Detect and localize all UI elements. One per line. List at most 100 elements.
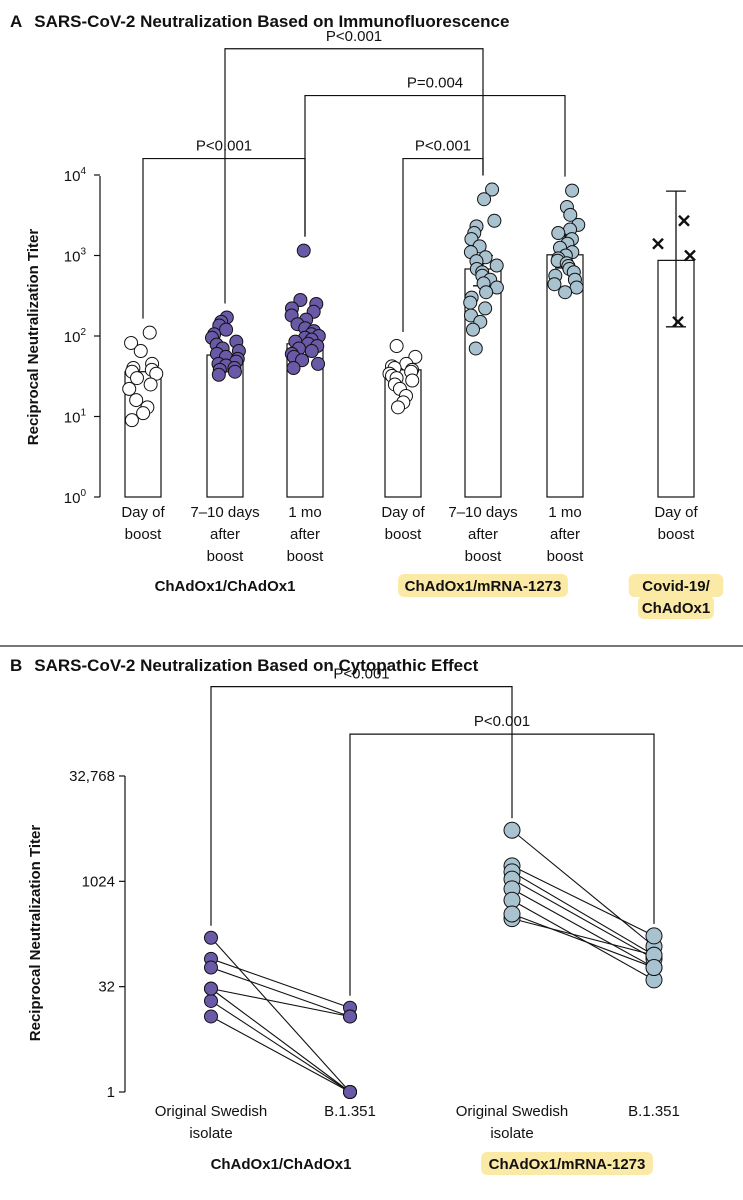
y-tick-label: 32 (98, 979, 115, 996)
significance-bracket (142, 157, 306, 319)
data-point (465, 322, 480, 337)
data-point (478, 301, 493, 316)
group-label-highlight (481, 1152, 653, 1175)
paired-line (511, 829, 655, 947)
paired-line (210, 988, 351, 1093)
x-tick-label: 1 mo (548, 504, 581, 521)
panel-b: B SARS-CoV-2 Neutralization Based on Cyto… (0, 648, 743, 1200)
panel-divider (0, 645, 743, 647)
significance-bracket (304, 94, 566, 237)
data-point (565, 183, 580, 198)
x-tick-label: boost (385, 526, 423, 543)
x-tick-label: boost (658, 526, 696, 543)
data-point (463, 295, 478, 310)
data-point (304, 344, 319, 359)
x-tick-label: 1 mo (288, 504, 321, 521)
x-tick-label: Day of (654, 504, 698, 521)
y-tick-label: 103 (64, 247, 87, 266)
group-label: ChAdOx1 (642, 600, 710, 617)
paired-line (210, 988, 351, 1018)
group-label-highlight (638, 596, 714, 619)
data-point-cross (652, 237, 664, 250)
significance-bracket (210, 686, 513, 926)
group-label: ChAdOx1/mRNA-1273 (489, 1156, 646, 1173)
x-tick-label: Day of (381, 504, 425, 521)
p-value-label: P<0.001 (415, 138, 471, 155)
data-point (124, 413, 139, 428)
paired-line (210, 1000, 351, 1093)
cross-stroke (672, 315, 684, 328)
data-point (468, 341, 483, 356)
group-label-highlight (628, 574, 724, 597)
panel-a: A SARS-CoV-2 Neutralization Based on Immu… (10, 12, 724, 619)
y-tick-label: 102 (64, 327, 87, 346)
panel-b-title-text: SARS-CoV-2 Neutralization Based on Cytop… (34, 656, 479, 675)
y-tick-exponent: 0 (80, 488, 86, 499)
cross-stroke (684, 249, 696, 262)
cross-stroke (652, 237, 664, 250)
paired-line (511, 871, 655, 956)
data-point (558, 285, 573, 300)
data-point (204, 993, 218, 1008)
data-point (133, 344, 148, 359)
x-tick-label: 7–10 days (190, 504, 259, 521)
x-tick-label: boost (207, 548, 245, 565)
y-tick-base: 10 (64, 410, 81, 427)
data-point (503, 821, 521, 839)
significance-bracket (402, 157, 484, 333)
x-tick-label: isolate (490, 1125, 533, 1142)
x-tick-label: isolate (189, 1125, 232, 1142)
data-point (204, 930, 218, 945)
paired-line (511, 913, 655, 969)
data-point (645, 927, 663, 945)
data-point (143, 377, 158, 392)
group-label: ChAdOx1/mRNA-1273 (405, 578, 562, 595)
p-value-label: P=0.004 (407, 75, 463, 92)
data-point (391, 400, 406, 415)
significance-bracket (349, 733, 655, 996)
y-tick-base: 10 (64, 490, 81, 507)
data-point (122, 381, 137, 396)
paired-line (511, 899, 655, 981)
bar (124, 371, 162, 498)
significance-bracket (224, 48, 484, 304)
y-tick-label: 32,768 (69, 768, 115, 785)
data-point (479, 285, 494, 300)
data-point (219, 322, 234, 337)
data-point-cross (678, 214, 690, 227)
data-point (136, 406, 151, 421)
data-point (129, 393, 144, 408)
paired-line (511, 918, 655, 956)
data-point (311, 356, 326, 371)
paired-line (210, 937, 351, 1093)
paired-line (210, 967, 351, 1017)
group-label: ChAdOx1/ChAdOx1 (155, 578, 296, 595)
x-tick-label: boost (125, 526, 163, 543)
y-tick-exponent: 4 (80, 166, 86, 177)
data-point-cross (684, 249, 696, 262)
p-value-label: P<0.001 (196, 138, 252, 155)
y-tick-exponent: 3 (80, 247, 86, 258)
x-tick-label: after (550, 526, 580, 543)
x-tick-label: after (468, 526, 498, 543)
data-point (547, 277, 562, 292)
p-value-label: P<0.001 (474, 713, 530, 730)
paired-line (511, 865, 655, 937)
data-point (142, 325, 157, 340)
y-tick-base: 10 (64, 249, 81, 266)
x-tick-label: Original Swedish (155, 1103, 268, 1120)
data-point (343, 1009, 357, 1024)
group-label: ChAdOx1/ChAdOx1 (211, 1156, 352, 1173)
panel-a-letter: A (10, 12, 23, 31)
data-point (129, 371, 144, 386)
y-tick-label: 1024 (82, 873, 115, 890)
group-label-highlight (398, 574, 568, 597)
data-point (405, 373, 420, 388)
data-point (485, 182, 500, 197)
data-point (293, 293, 308, 308)
x-tick-label: after (210, 526, 240, 543)
x-tick-label: B.1.351 (324, 1103, 376, 1120)
x-tick-label: boost (547, 548, 585, 565)
paired-line (511, 888, 655, 969)
